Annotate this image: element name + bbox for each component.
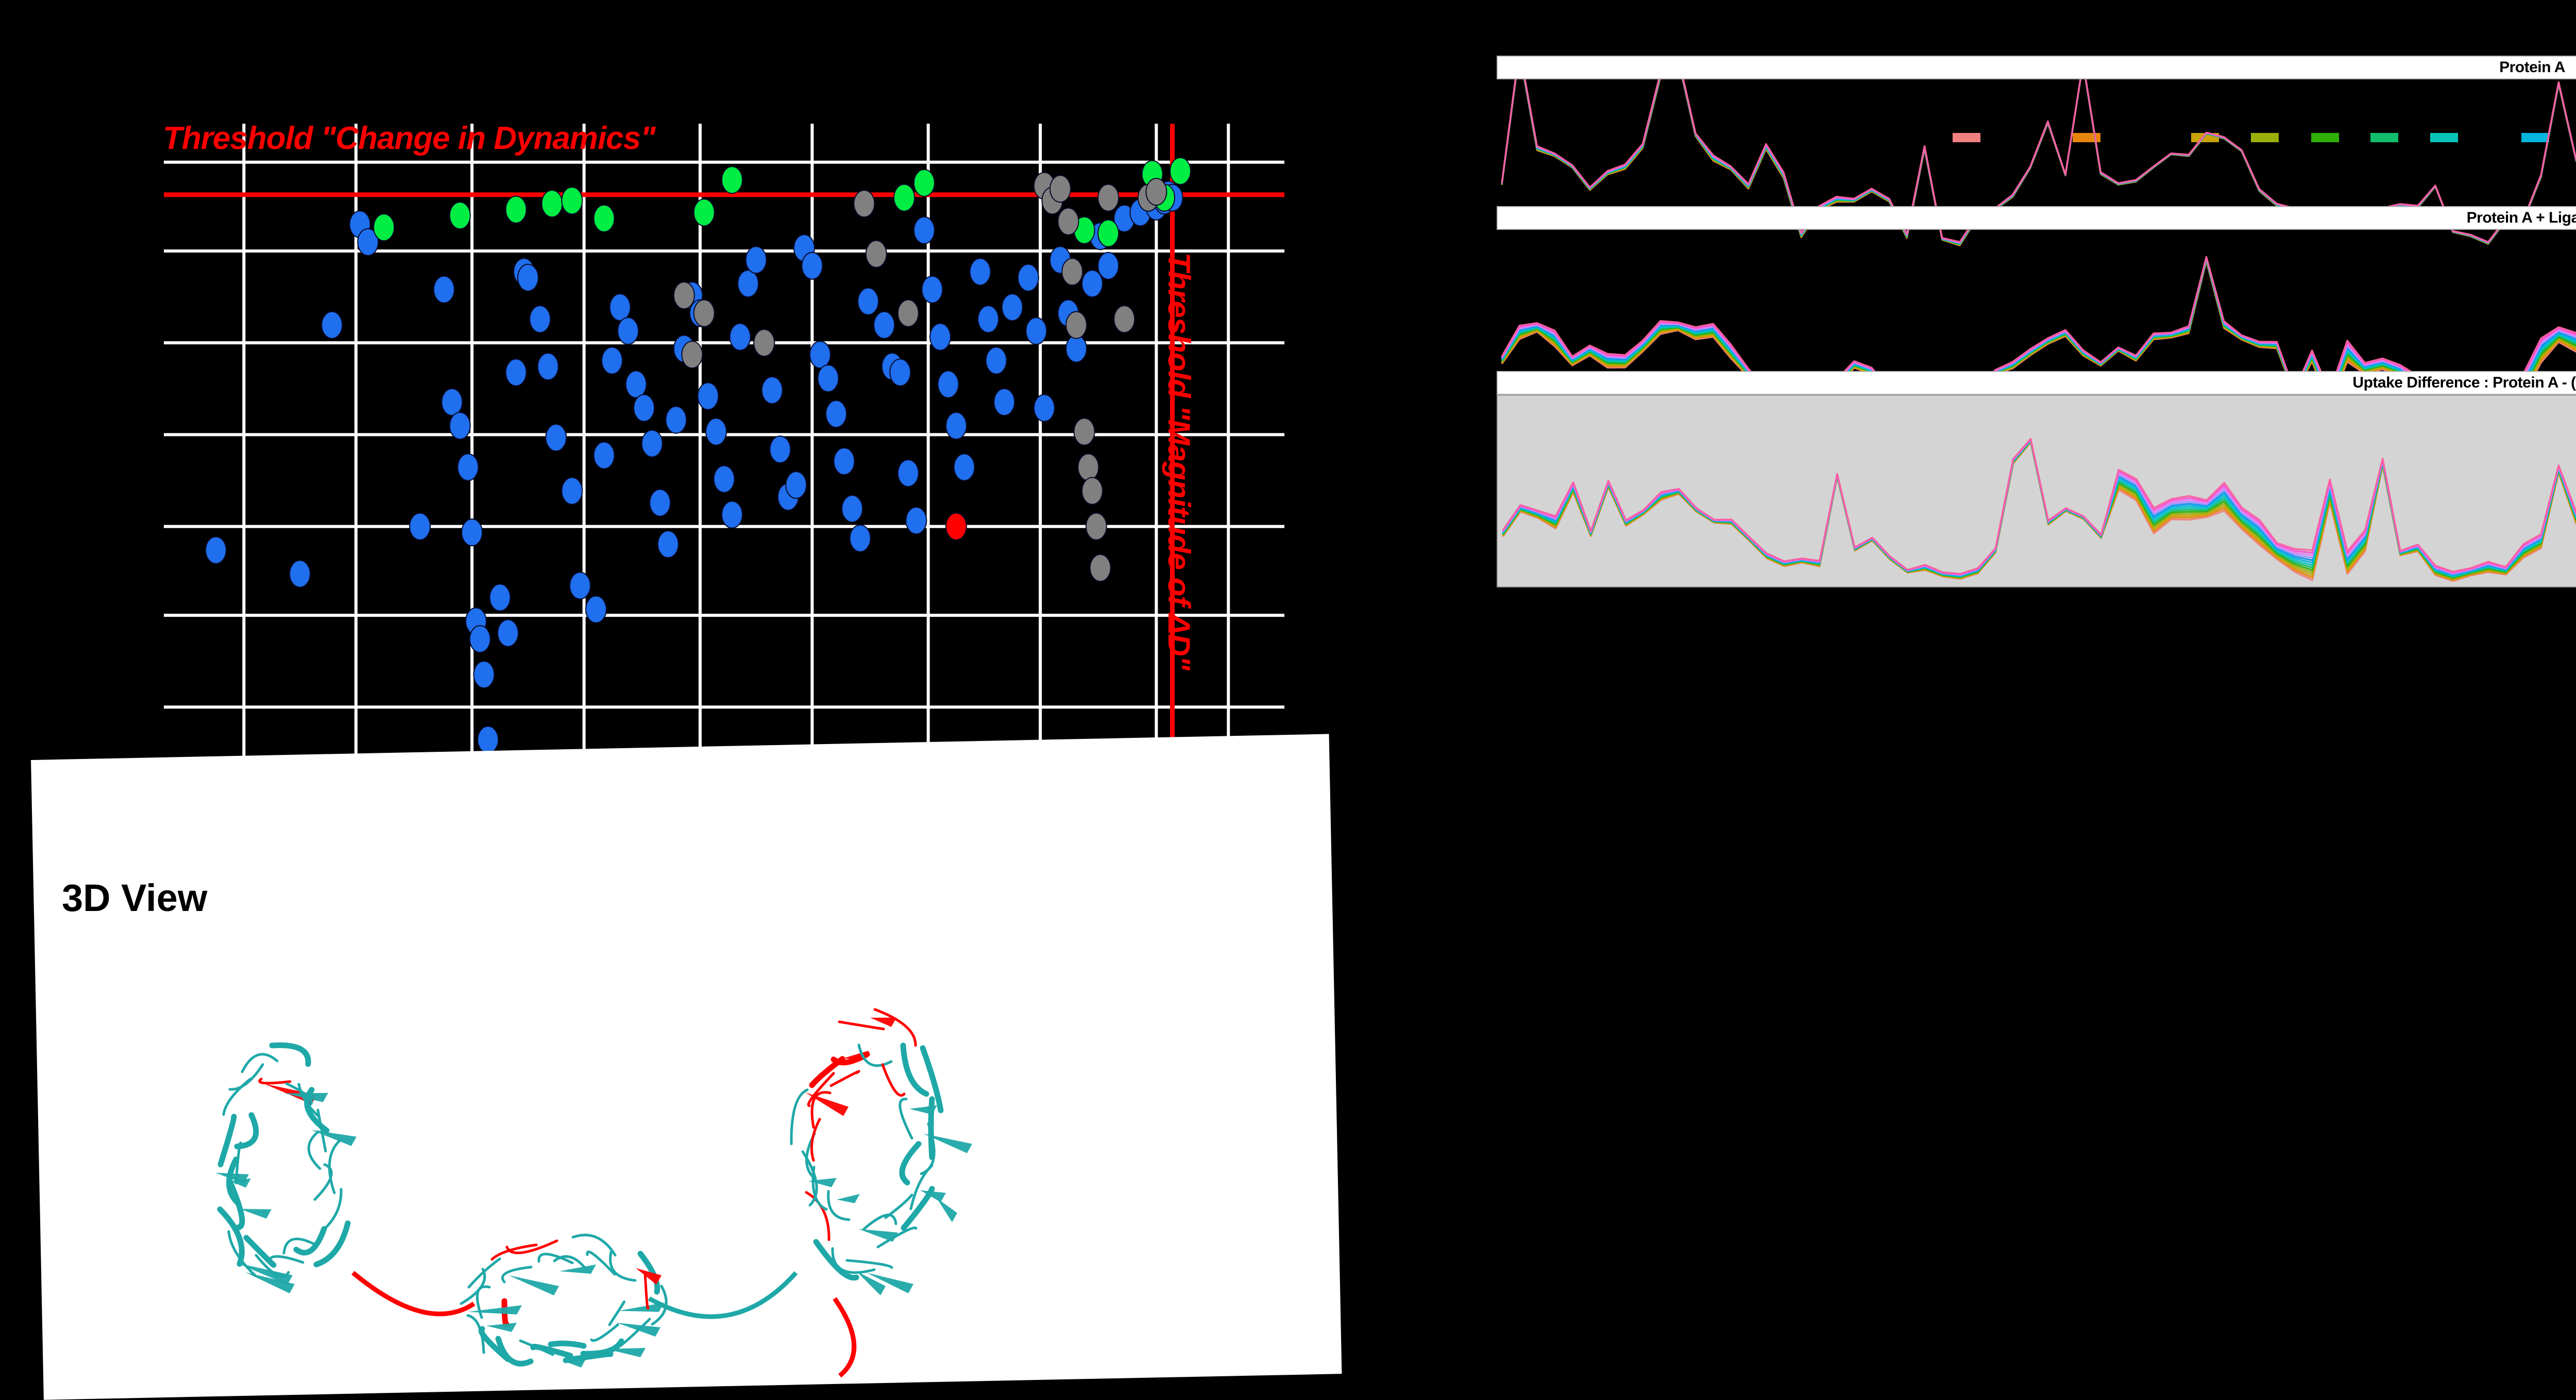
- protein-ribbon-icon: [215, 1008, 972, 1378]
- legend-swatch-8[interactable]: [2521, 133, 2549, 142]
- three-d-view-title: 3D View: [62, 876, 208, 919]
- legend-swatch-4[interactable]: [2250, 133, 2279, 142]
- legend-swatch-1[interactable]: [1953, 133, 1980, 142]
- uptake-difference-traces: [1498, 396, 2576, 586]
- panel-uptake-difference-plot[interactable]: [1497, 395, 2576, 587]
- timepoint-legend[interactable]: [1953, 129, 2576, 146]
- threshold-magnitude-of-delta-d-label: Threshold "Magnitude of ΔD": [1162, 252, 1196, 670]
- threshold-change-in-dynamics-label: Threshold "Change in Dynamics": [163, 121, 656, 156]
- panel-protein-a-ligand-titlebar: Protein A + Ligand: [1497, 206, 2576, 230]
- legend-swatch-6[interactable]: [2370, 133, 2399, 142]
- panel-protein-a-plot[interactable]: [1497, 79, 2576, 262]
- panel-protein-a[interactable]: Protein A: [1497, 56, 2576, 262]
- panel-protein-a-titlebar: Protein A: [1497, 56, 2576, 79]
- legend-swatch-5[interactable]: [2311, 133, 2339, 142]
- volcano-plot-panel: Threshold "Change in Dynamics" Threshold…: [0, 0, 1340, 876]
- volcano-plot-area[interactable]: [164, 124, 1284, 757]
- volcano-svg: [164, 124, 1284, 757]
- legend-swatch-2[interactable]: [2072, 133, 2100, 142]
- panel-uptake-difference[interactable]: Uptake Difference : Protein A - (Protein…: [1497, 371, 2576, 587]
- legend-swatch-7[interactable]: [2430, 133, 2458, 142]
- protein-a-traces: [1501, 79, 2576, 246]
- panel-protein-a-title: Protein A: [2499, 59, 2565, 76]
- panel-uptake-difference-title: Uptake Difference : Protein A - (Protein…: [2352, 374, 2576, 391]
- panel-uptake-difference-titlebar: Uptake Difference : Protein A - (Protein…: [1497, 371, 2576, 395]
- panel-protein-a-ligand-title: Protein A + Ligand: [2466, 209, 2576, 226]
- protein-structure-viewport[interactable]: [170, 943, 1149, 1391]
